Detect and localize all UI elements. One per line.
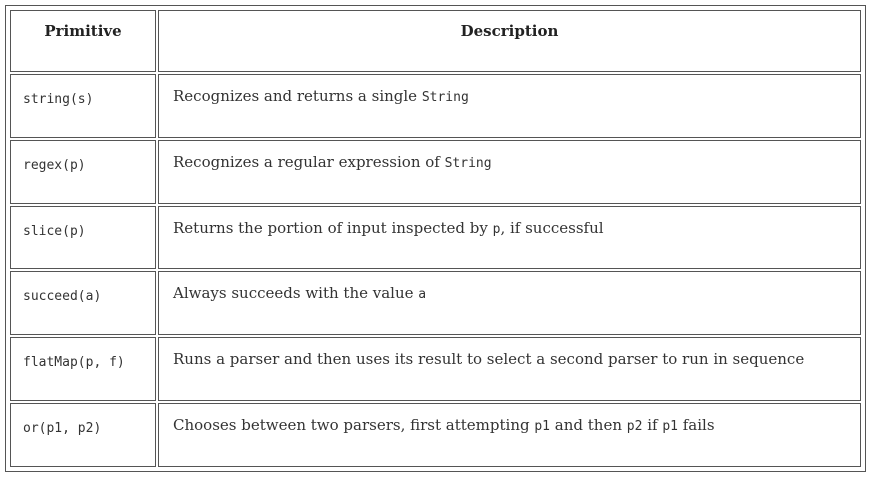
table-row: succeed(a) Always succeeds with the value… <box>10 271 861 336</box>
primitive-signature: slice(p) <box>23 223 86 239</box>
inline-code: p2 <box>626 419 643 435</box>
inline-code: a <box>418 287 427 303</box>
primitive-cell: or(p1, p2) <box>10 403 156 467</box>
primitives-table: Primitive Description string(s) Recognize… <box>8 8 863 469</box>
primitive-cell: slice(p) <box>10 205 156 270</box>
inline-code: p1 <box>662 419 678 435</box>
description-text: Runs a parser and then uses its result t… <box>173 350 805 369</box>
inline-code: p1 <box>534 419 551 435</box>
table-header-row: Primitive Description <box>10 10 861 72</box>
primitives-table-frame: Primitive Description string(s) Recognize… <box>5 5 866 472</box>
primitive-cell: regex(p) <box>10 139 156 204</box>
table-row: or(p1, p2) Chooses between two parsers, f… <box>10 403 861 467</box>
description-text: , if successful <box>500 218 604 237</box>
description-text: and then <box>550 416 627 435</box>
description-cell: Returns the portion of input inspected b… <box>158 205 861 270</box>
description-text: if <box>642 416 663 435</box>
primitive-cell: succeed(a) <box>10 271 156 336</box>
description-cell: Chooses between two parsers, first attem… <box>158 403 861 467</box>
description-text: Returns the portion of input inspected b… <box>173 218 493 237</box>
description-text: Chooses between two parsers, first attem… <box>173 416 535 435</box>
header-description: Description <box>158 10 861 72</box>
primitive-cell: flatMap(p, f) <box>10 337 156 402</box>
primitive-signature: or(p1, p2) <box>23 421 102 437</box>
description-text: Recognizes a regular expression of <box>173 152 445 171</box>
description-text: Always succeeds with the value <box>173 284 419 303</box>
inline-code: String <box>444 155 492 171</box>
table-row: string(s) Recognizes and returns a single… <box>10 74 861 138</box>
description-cell: Always succeeds with the value a <box>158 271 861 336</box>
primitive-cell: string(s) <box>10 74 156 138</box>
inline-code: p <box>492 221 501 237</box>
table-row: flatMap(p, f) Runs a parser and then uses… <box>10 337 861 402</box>
primitive-signature: succeed(a) <box>23 289 102 305</box>
table-row: slice(p) Returns the portion of input ins… <box>10 205 861 270</box>
description-cell: Recognizes and returns a single String <box>158 74 861 138</box>
description-cell: Recognizes a regular expression of Strin… <box>158 139 861 204</box>
inline-code: String <box>421 90 469 105</box>
primitive-signature: flatMap(p, f) <box>23 355 125 371</box>
primitive-signature: regex(p) <box>23 157 86 173</box>
primitive-signature: string(s) <box>23 92 94 107</box>
table-row: regex(p) Recognizes a regular expression … <box>10 139 861 204</box>
header-primitive: Primitive <box>10 10 156 72</box>
description-cell: Runs a parser and then uses its result t… <box>158 337 861 402</box>
description-text: Recognizes and returns a single <box>173 87 422 105</box>
description-text: fails <box>677 416 715 435</box>
